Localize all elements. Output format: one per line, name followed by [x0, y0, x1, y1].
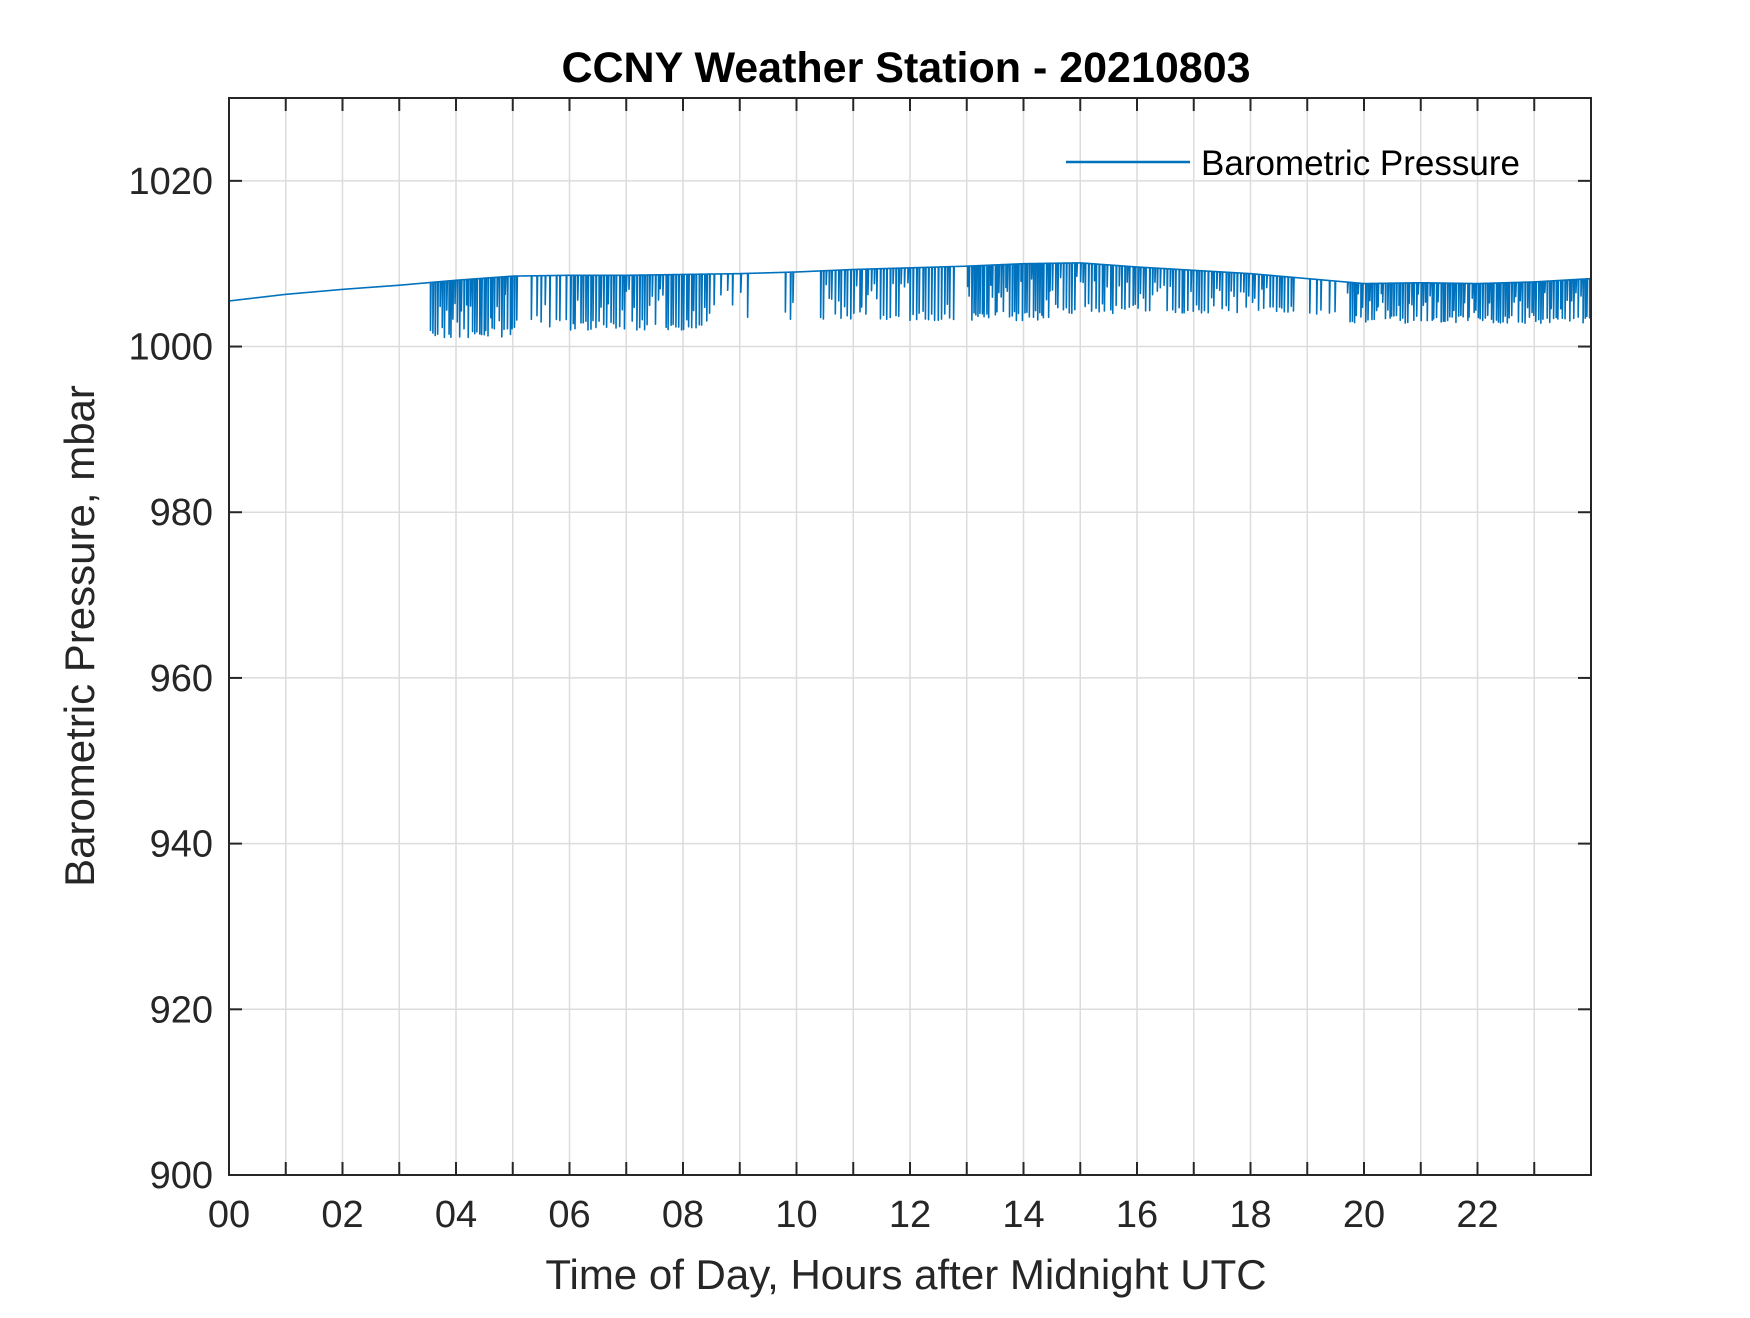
tick-layer — [229, 98, 1591, 1175]
x-axis-label: Time of Day, Hours after Midnight UTC — [545, 1251, 1266, 1298]
y-tick-label: 940 — [150, 824, 213, 866]
x-tick-label: 00 — [208, 1194, 250, 1236]
x-tick-label: 16 — [1116, 1194, 1158, 1236]
y-axis-label: Barometric Pressure, mbar — [56, 385, 103, 887]
x-tick-label: 08 — [662, 1194, 704, 1236]
x-tick-label: 18 — [1229, 1194, 1271, 1236]
grid-layer — [229, 98, 1591, 1175]
y-tick-label: 920 — [150, 989, 213, 1031]
series-line-barometric-pressure — [228, 262, 1592, 339]
x-tick-label: 10 — [775, 1194, 817, 1236]
y-tick-label: 1020 — [128, 161, 213, 203]
y-tick-label: 960 — [150, 658, 213, 700]
x-tick-label: 04 — [435, 1194, 477, 1236]
x-tick-label: 20 — [1343, 1194, 1385, 1236]
axes-box — [228, 97, 1592, 1176]
y-tick-labels: 900 920 940 960 980 1000 1020 — [128, 161, 213, 1197]
y-tick-label: 980 — [150, 492, 213, 534]
series-layer — [228, 262, 1592, 339]
x-tick-label: 14 — [1002, 1194, 1044, 1236]
x-tick-label: 06 — [548, 1194, 590, 1236]
x-tick-label: 02 — [321, 1194, 363, 1236]
y-tick-label: 900 — [150, 1155, 213, 1197]
chart-title: CCNY Weather Station - 20210803 — [561, 44, 1250, 92]
legend: Barometric Pressure — [1066, 144, 1520, 183]
x-tick-label: 12 — [889, 1194, 931, 1236]
y-tick-label: 1000 — [128, 327, 213, 369]
x-tick-labels: 00 02 04 06 08 10 12 14 16 18 20 22 — [208, 1194, 1499, 1236]
legend-label-barometric-pressure: Barometric Pressure — [1201, 144, 1520, 183]
x-tick-label: 22 — [1456, 1194, 1498, 1236]
